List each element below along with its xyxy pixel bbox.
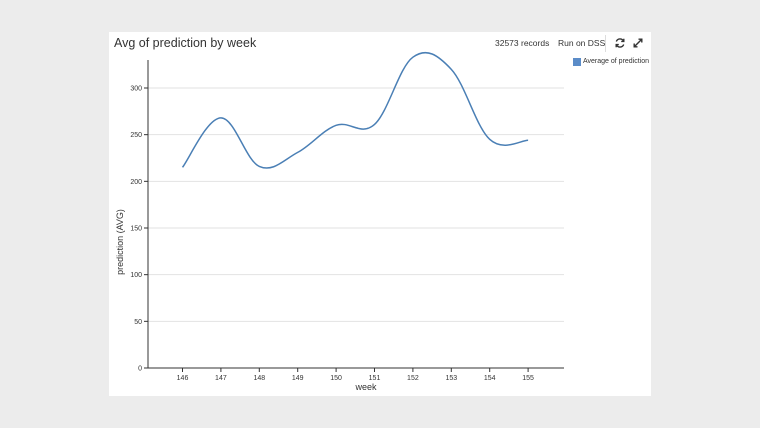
y-tick-label: 250 xyxy=(130,132,142,139)
x-tick-label: 146 xyxy=(177,375,189,382)
x-tick-label: 150 xyxy=(330,375,342,382)
expand-icon[interactable] xyxy=(631,36,645,50)
x-axis-title: week xyxy=(354,382,377,392)
x-tick-label: 147 xyxy=(215,375,227,382)
x-tick-label: 153 xyxy=(445,375,457,382)
run-on-dss-button[interactable]: Run on DSS xyxy=(558,38,606,48)
y-tick-label: 300 xyxy=(130,86,142,93)
x-tick-label: 149 xyxy=(292,375,304,382)
legend-swatch xyxy=(573,58,581,66)
header-divider xyxy=(605,35,606,52)
y-axis-title: prediction (AVG) xyxy=(115,209,125,275)
chart-panel: Avg of prediction by week 32573 records … xyxy=(109,32,651,396)
x-tick-label: 148 xyxy=(253,375,265,382)
y-tick-label: 200 xyxy=(130,179,142,186)
legend-label: Average of prediction xyxy=(583,58,650,65)
x-tick-label: 154 xyxy=(484,375,496,382)
y-tick-label: 0 xyxy=(138,366,142,373)
chart-header: Avg of prediction by week 32573 records … xyxy=(109,32,651,54)
x-tick-label: 155 xyxy=(522,375,534,382)
series-line xyxy=(181,52,529,169)
x-tick-label: 152 xyxy=(407,375,419,382)
record-count: 32573 records xyxy=(495,38,550,48)
chart-title: Avg of prediction by week xyxy=(114,36,257,50)
line-chart: 0 50 100 150 200 250 300 146 147 148 149 150 151 152 1… xyxy=(115,52,564,392)
y-tick-label: 150 xyxy=(130,226,142,233)
x-tick-label: 151 xyxy=(369,375,381,382)
y-tick-label: 50 xyxy=(134,319,142,326)
refresh-icon[interactable] xyxy=(613,36,627,50)
y-tick-label: 100 xyxy=(130,272,142,279)
